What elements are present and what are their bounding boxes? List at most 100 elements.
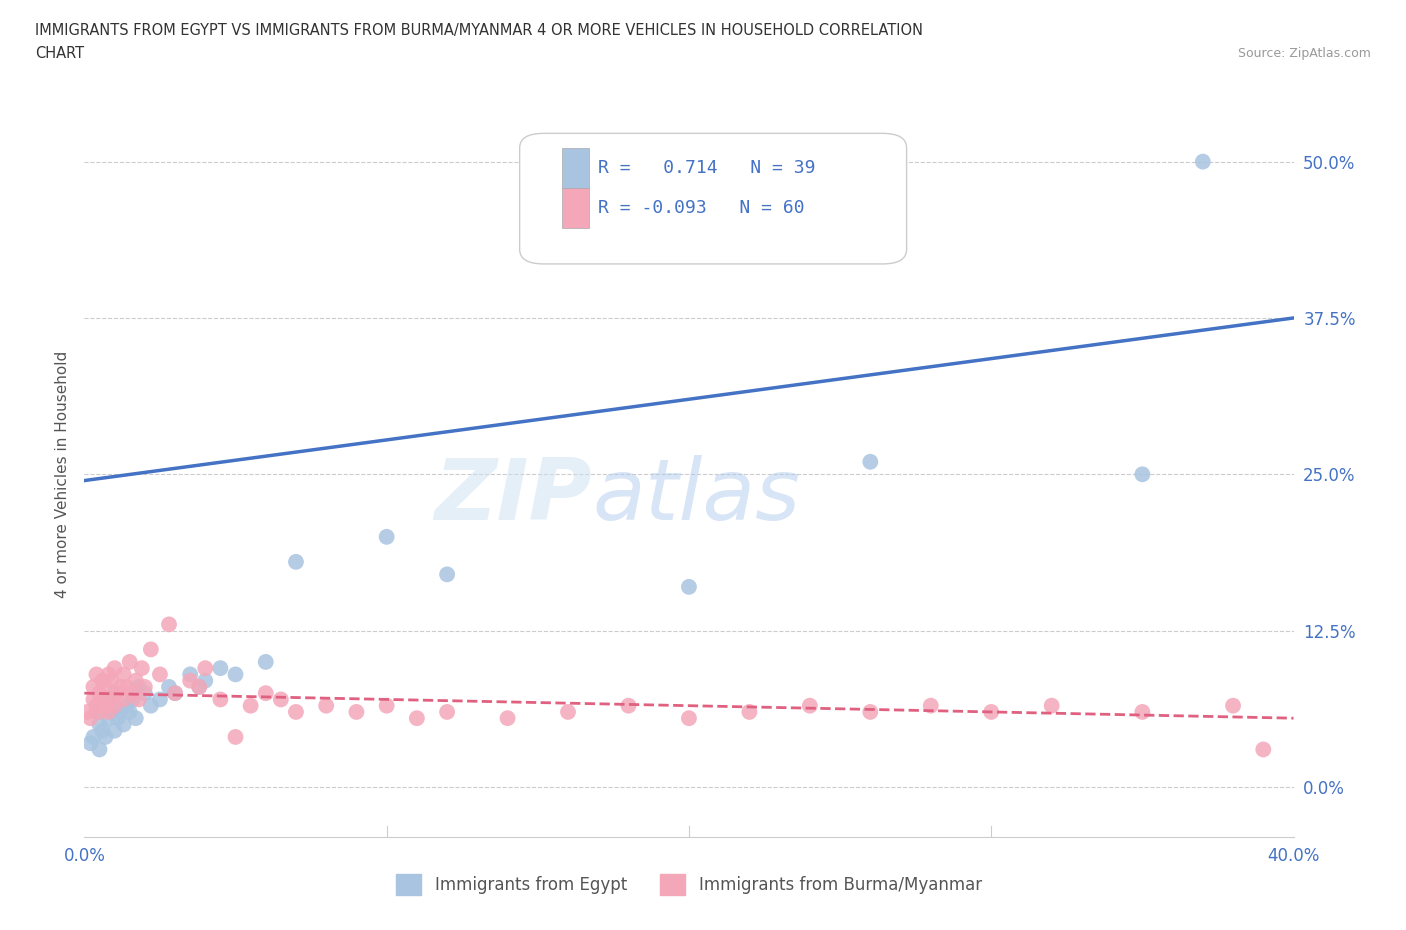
Point [104,698,127,713]
Point [149,692,172,707]
Point [125,673,148,688]
Point [121,692,143,707]
Point [1192,154,1215,169]
Point [125,711,148,725]
Point [149,667,172,682]
Point [89,717,111,732]
Point [112,692,135,707]
Point [165,685,187,700]
Point [104,724,127,738]
Point [285,554,308,569]
Point [91,673,114,688]
Point [1040,698,1063,713]
Point [110,705,132,720]
Point [436,705,458,720]
Point [980,705,1002,720]
Point [239,698,262,713]
Point [194,660,217,675]
Point [89,685,111,700]
Point [496,711,519,725]
Point [104,685,127,700]
Point [94,698,117,713]
Point [157,617,180,631]
Point [112,667,135,682]
Point [209,692,232,707]
Point [128,680,150,695]
Point [859,705,882,720]
Point [557,705,579,720]
Point [920,698,942,713]
Point [97,705,120,720]
Point [86,698,108,713]
Point [315,698,337,713]
Point [112,717,135,732]
Point [82,692,104,707]
Point [859,455,882,470]
Point [194,673,217,688]
Text: IMMIGRANTS FROM EGYPT VS IMMIGRANTS FROM BURMA/MYANMAR 4 OR MORE VEHICLES IN HOU: IMMIGRANTS FROM EGYPT VS IMMIGRANTS FROM… [35,23,924,38]
Point [209,660,232,675]
Point [97,692,120,707]
Point [79,711,101,725]
Point [121,685,143,700]
Point [115,680,138,695]
Bar [562,148,589,188]
Point [1253,742,1275,757]
Text: R = -0.093   N = 60: R = -0.093 N = 60 [599,199,804,217]
Text: ZIP: ZIP [434,455,592,538]
Point [285,705,308,720]
Point [270,692,292,707]
Point [97,711,120,725]
Point [100,692,122,707]
Point [100,673,122,688]
Point [375,698,398,713]
Point [82,729,104,744]
Point [110,680,132,695]
Point [118,655,141,670]
Point [86,667,108,682]
Point [225,667,247,682]
Point [94,680,117,695]
Point [91,692,114,707]
Point [86,705,108,720]
Point [100,705,122,720]
Point [89,705,111,720]
Point [107,685,129,700]
Point [1130,467,1153,482]
Text: CHART: CHART [35,46,84,61]
Point [131,660,153,675]
Point [76,705,98,720]
Y-axis label: 4 or more Vehicles in Household: 4 or more Vehicles in Household [55,351,70,598]
Point [89,742,111,757]
Point [617,698,640,713]
Point [738,705,761,720]
Point [406,711,429,725]
Point [225,729,247,744]
Point [134,685,156,700]
Point [375,529,398,544]
Point [165,685,187,700]
Text: R =   0.714   N = 39: R = 0.714 N = 39 [599,159,815,178]
Point [91,724,114,738]
Point [157,680,180,695]
Point [115,698,138,713]
Point [678,711,700,725]
Point [179,673,201,688]
Point [104,660,127,675]
Point [139,642,162,657]
FancyBboxPatch shape [520,133,907,264]
Point [678,579,700,594]
Point [128,692,150,707]
Point [188,680,211,695]
Point [1222,698,1244,713]
Point [118,705,141,720]
Legend: Immigrants from Egypt, Immigrants from Burma/Myanmar: Immigrants from Egypt, Immigrants from B… [389,868,988,901]
Point [139,698,162,713]
Point [79,736,101,751]
Point [107,711,129,725]
Point [188,680,211,695]
Point [97,667,120,682]
Text: atlas: atlas [592,455,800,538]
Point [82,680,104,695]
Point [134,680,156,695]
